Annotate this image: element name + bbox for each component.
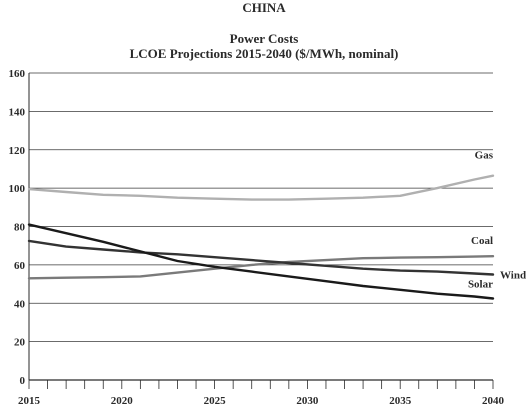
y-tick-label: 140	[9, 106, 26, 118]
series-line-wind	[27, 239, 495, 276]
series-line-coal	[27, 255, 495, 280]
y-tick-label: 20	[14, 337, 26, 349]
gridlines	[29, 72, 493, 343]
chart-subtitle: Power Costs	[230, 31, 299, 46]
series-line-solar	[27, 223, 495, 300]
y-tick-label: 40	[14, 298, 26, 310]
x-tick-label: 2035	[389, 395, 412, 407]
x-tick-label: 2030	[296, 395, 319, 407]
y-tick-label: 60	[14, 260, 26, 272]
y-tick-label: 100	[9, 183, 26, 195]
series-label-solar: Solar	[468, 278, 493, 290]
y-tick-label: 160	[9, 68, 26, 80]
chart-subtitle-2: LCOE Projections 2015-2040 ($/MWh, nomin…	[130, 46, 399, 61]
x-tick-label: 2015	[18, 395, 41, 407]
series-label-wind: Wind	[500, 269, 526, 281]
chart-title: CHINA	[242, 0, 286, 15]
series-line-gas	[27, 174, 495, 201]
series-label-gas: Gas	[475, 150, 494, 162]
x-tick-label: 2025	[204, 395, 227, 407]
x-tick-label: 2020	[111, 395, 134, 407]
series-label-coal: Coal	[471, 235, 493, 247]
y-tick-label: 80	[14, 222, 26, 234]
y-tick-label: 120	[9, 145, 26, 157]
y-tick-label: 0	[20, 375, 26, 387]
series-labels: Gas Coal Wind Solar	[468, 150, 526, 291]
x-tick-label: 2040	[482, 395, 505, 407]
series-lines	[27, 174, 495, 300]
